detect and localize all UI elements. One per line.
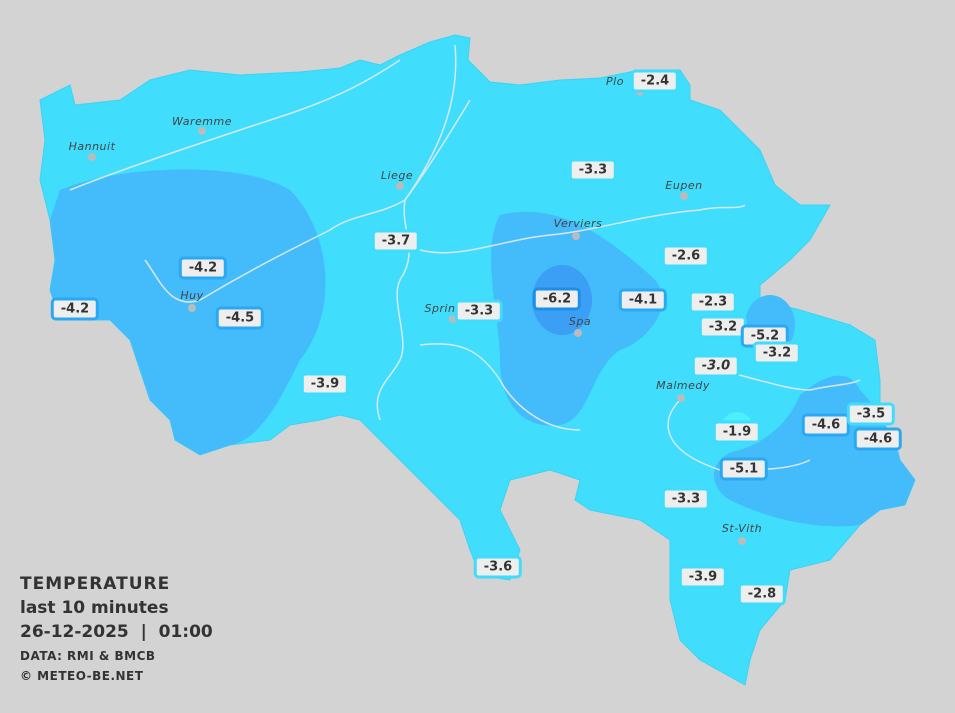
station-temperature-label[interactable]: -3.3	[568, 158, 618, 182]
city-label: St-Vith	[721, 522, 763, 535]
station-temperature-label[interactable]: -4.1	[618, 288, 668, 312]
station-temperature-label[interactable]: -3.9	[300, 372, 350, 396]
city-marker	[449, 315, 457, 323]
city-label: Eupen	[665, 179, 703, 192]
station-temperature-label[interactable]: -3.3	[661, 487, 711, 511]
station-temperature-label[interactable]: -1.9	[712, 420, 762, 444]
map-datetime: 26-12-2025 | 01:00	[20, 622, 213, 642]
city-marker	[574, 329, 582, 337]
station-temperature-label[interactable]: -2.8	[737, 582, 787, 606]
city-marker	[198, 127, 206, 135]
city-label: Waremme	[171, 115, 233, 128]
station-temperature-label[interactable]: -3.6	[473, 555, 523, 579]
station-temperature-label[interactable]: -3.0	[691, 354, 741, 378]
station-temperature-label[interactable]: -3.5	[846, 402, 896, 426]
city-marker	[88, 153, 96, 161]
map-subtitle: last 10 minutes	[20, 598, 169, 618]
station-temperature-label[interactable]: -4.6	[853, 427, 903, 451]
city-marker	[572, 232, 580, 240]
legend: TEMPERATURE last 10 minutes 26-12-2025 |…	[20, 572, 213, 686]
station-temperature-label[interactable]: -2.3	[688, 290, 738, 314]
copyright: © METEO-BE.NET	[20, 669, 144, 683]
city-marker	[677, 394, 685, 402]
data-source: DATA: RMI & BMCB	[20, 649, 156, 663]
city-marker	[396, 182, 404, 190]
station-temperature-label[interactable]: -5.1	[719, 457, 769, 481]
station-temperature-label[interactable]: -2.4	[630, 69, 680, 93]
map-title: TEMPERATURE	[20, 574, 171, 594]
station-temperature-label[interactable]: -2.6	[661, 244, 711, 268]
city-label: Huy	[180, 289, 204, 302]
station-temperature-label[interactable]: -3.7	[371, 229, 421, 253]
city-marker	[680, 192, 688, 200]
city-label: Malmedy	[656, 379, 710, 392]
city-label: Spa	[568, 315, 592, 328]
city-label: Sprin	[424, 302, 456, 315]
city-label: Plo	[606, 75, 624, 88]
station-temperature-label[interactable]: -4.6	[801, 413, 851, 437]
station-temperature-label[interactable]: -3.9	[678, 565, 728, 589]
city-label: Liege	[380, 169, 414, 182]
station-temperature-label[interactable]: -3.3	[454, 299, 504, 323]
city-label: Hannuit	[68, 140, 116, 153]
station-temperature-label[interactable]: -3.2	[752, 341, 802, 365]
station-temperature-label[interactable]: -4.5	[215, 306, 265, 330]
station-temperature-label[interactable]: -6.2	[532, 287, 582, 311]
city-label: Verviers	[553, 217, 603, 230]
cold-zone-west	[50, 169, 326, 455]
station-temperature-label[interactable]: -3.2	[698, 315, 748, 339]
city-marker	[188, 304, 196, 312]
station-temperature-label[interactable]: -4.2	[50, 297, 100, 321]
station-temperature-label[interactable]: -4.2	[178, 256, 228, 280]
city-marker	[738, 537, 746, 545]
